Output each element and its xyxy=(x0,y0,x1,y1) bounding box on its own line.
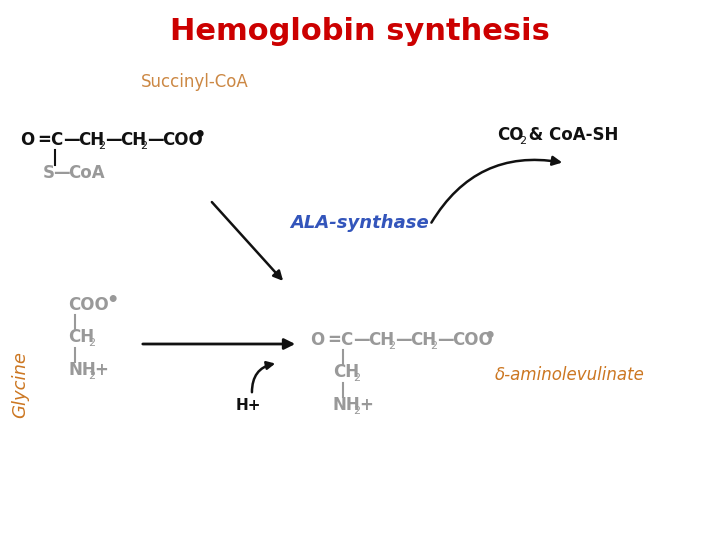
Text: 2: 2 xyxy=(519,136,526,146)
Text: Succinyl-CoA: Succinyl-CoA xyxy=(141,73,249,91)
Text: —: — xyxy=(147,131,163,149)
Text: δ-aminolevulinate: δ-aminolevulinate xyxy=(495,366,645,384)
Text: —: — xyxy=(437,331,454,349)
Text: Glycine: Glycine xyxy=(11,352,29,418)
Text: •: • xyxy=(193,126,205,145)
Text: +: + xyxy=(359,396,373,414)
Text: CoA: CoA xyxy=(68,164,104,182)
Text: 2: 2 xyxy=(88,371,95,381)
Text: NH: NH xyxy=(333,396,361,414)
Text: COO: COO xyxy=(68,296,109,314)
Text: CH: CH xyxy=(120,131,146,149)
Text: COO: COO xyxy=(162,131,203,149)
Text: —: — xyxy=(105,131,122,149)
Text: C: C xyxy=(50,131,62,149)
Text: S: S xyxy=(43,164,55,182)
Text: CH: CH xyxy=(78,131,104,149)
Text: CH: CH xyxy=(68,328,94,346)
Text: •: • xyxy=(483,327,495,346)
Text: —: — xyxy=(395,331,412,349)
Text: 2: 2 xyxy=(353,373,360,383)
Text: CO: CO xyxy=(497,126,523,144)
Text: 2: 2 xyxy=(430,341,437,351)
Text: CH: CH xyxy=(368,331,394,349)
Text: C: C xyxy=(340,331,352,349)
Text: & CoA-SH: & CoA-SH xyxy=(523,126,618,144)
Text: —: — xyxy=(353,331,369,349)
Text: 2: 2 xyxy=(88,338,95,348)
Text: CH: CH xyxy=(410,331,436,349)
Text: O: O xyxy=(310,331,324,349)
Text: 2: 2 xyxy=(98,141,105,151)
Text: Hemoglobin synthesis: Hemoglobin synthesis xyxy=(170,17,550,46)
Text: H+: H+ xyxy=(235,397,261,413)
Text: —: — xyxy=(63,131,80,149)
Text: =: = xyxy=(327,331,341,349)
Text: 2: 2 xyxy=(388,341,395,351)
Text: •: • xyxy=(106,292,118,310)
Text: +: + xyxy=(94,361,108,379)
Text: NH: NH xyxy=(68,361,96,379)
Text: O: O xyxy=(20,131,35,149)
Text: COO: COO xyxy=(452,331,492,349)
Text: CH: CH xyxy=(333,363,359,381)
Text: 2: 2 xyxy=(353,406,360,416)
Text: ALA-synthase: ALA-synthase xyxy=(291,214,429,232)
Text: —: — xyxy=(53,164,70,182)
Text: 2: 2 xyxy=(140,141,147,151)
Text: =: = xyxy=(37,131,51,149)
